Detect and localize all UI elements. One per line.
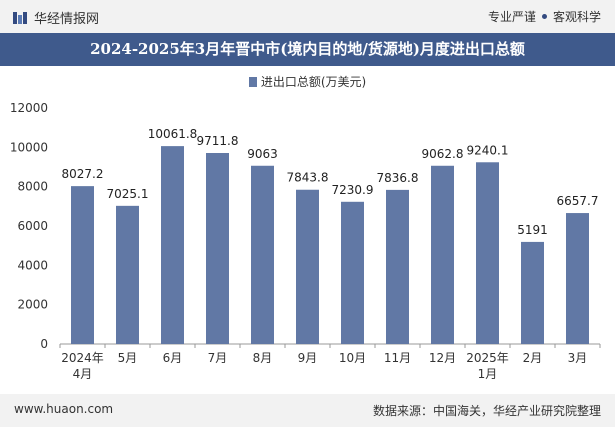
y-tick-label: 10000 <box>10 140 48 154</box>
brand-name: 华经情报网 <box>34 12 100 27</box>
legend-swatch-icon <box>248 77 257 87</box>
x-tick-label: 8月 <box>253 351 273 365</box>
data-label: 9063 <box>247 147 278 161</box>
tag-professional: 专业严谨 <box>487 10 536 24</box>
x-tick-label: 2024年 4月 <box>61 351 104 381</box>
x-tick-label: 5月 <box>118 351 138 365</box>
data-source: 数据来源：中国海关，华经产业研究院整理 <box>372 404 601 418</box>
bullet-icon <box>541 14 547 19</box>
bar <box>521 241 544 344</box>
data-label: 5191 <box>517 223 548 237</box>
x-tick-label: 12月 <box>429 351 456 365</box>
legend: 进出口总额(万美元) <box>0 73 615 90</box>
website-link[interactable]: www.huaon.com <box>14 402 114 416</box>
y-tick-label: 4000 <box>17 258 48 272</box>
bar <box>341 201 364 344</box>
data-label: 7843.8 <box>287 171 329 185</box>
title-bar: 2024-2025年3月年晋中市(境内目的地/货源地)月度进出口总额 <box>0 33 615 66</box>
x-tick-label: 2月 <box>523 351 543 365</box>
bar <box>116 205 139 344</box>
y-tick-label: 6000 <box>17 219 48 233</box>
data-label: 7836.8 <box>377 171 419 185</box>
data-label: 7230.9 <box>332 183 374 197</box>
logo-icon <box>13 11 27 24</box>
bar <box>251 165 274 344</box>
bar <box>206 153 229 344</box>
bar <box>476 162 499 344</box>
x-tick-label: 2025年 1月 <box>466 351 509 381</box>
x-tick-label: 7月 <box>208 351 228 365</box>
tag-objective: 客观科学 <box>552 10 601 24</box>
footer: www.huaon.com 数据来源：中国海关，华经产业研究院整理 <box>0 394 615 427</box>
y-tick-label: 2000 <box>17 298 48 312</box>
y-tick-label: 12000 <box>10 101 48 115</box>
data-label: 8027.2 <box>62 167 104 181</box>
data-label: 9240.1 <box>467 143 509 157</box>
bar <box>386 189 409 344</box>
x-tick-label: 10月 <box>339 351 366 365</box>
y-tick-label: 8000 <box>17 180 48 194</box>
chart-title: 2024-2025年3月年晋中市(境内目的地/货源地)月度进出口总额 <box>90 40 525 58</box>
tagline: 专业严谨 客观科学 <box>488 8 601 25</box>
x-tick-label: 3月 <box>568 351 588 365</box>
data-label: 10061.8 <box>148 127 198 141</box>
bar <box>296 189 319 344</box>
x-tick-label: 6月 <box>163 351 183 365</box>
top-bar: 华经情报网 专业严谨 客观科学 <box>0 0 615 33</box>
data-label: 9062.8 <box>422 147 464 161</box>
y-tick-label: 0 <box>40 337 48 351</box>
bar <box>161 146 184 344</box>
data-label: 7025.1 <box>107 187 149 201</box>
brand[interactable]: 华经情报网 <box>12 8 99 27</box>
bar-chart: 0 2000 4000 6000 8000 10000 12000 8027.2 2024年 4月… <box>10 101 601 381</box>
x-tick-label: 11月 <box>384 351 411 365</box>
bar <box>71 186 94 344</box>
bar <box>431 165 454 344</box>
data-label: 9711.8 <box>197 134 239 148</box>
data-label: 6657.7 <box>557 194 599 208</box>
x-tick-label: 9月 <box>298 351 318 365</box>
legend-label: 进出口总额(万美元) <box>260 75 367 89</box>
bar <box>566 213 589 344</box>
